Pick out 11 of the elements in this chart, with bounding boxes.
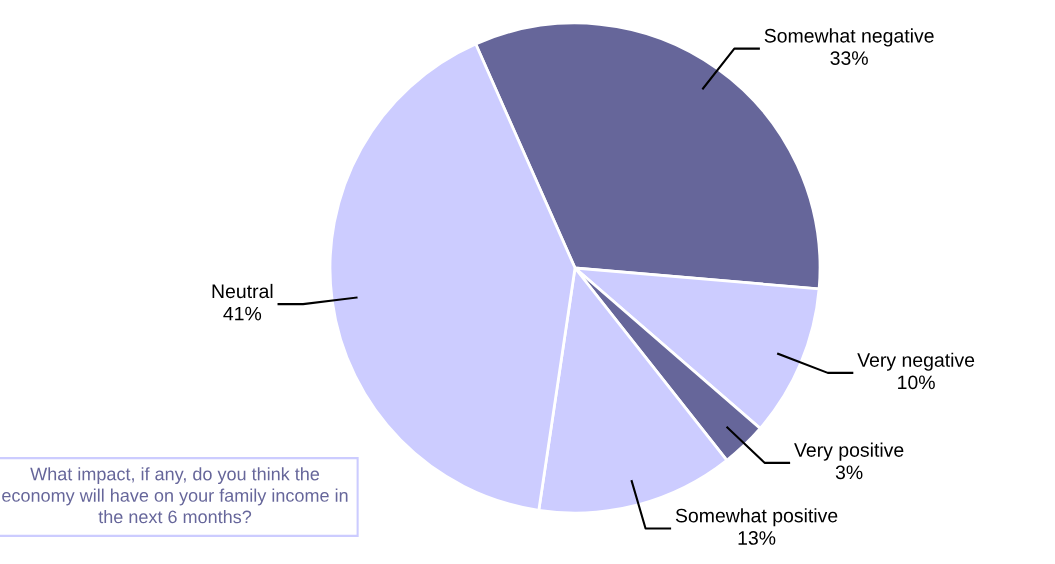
slice-label: Neutral [212, 283, 273, 299]
text: What impact, if any, do you think the economy will have on your family income in the next 6 months? [2, 467, 348, 524]
data-label: 41% [223, 306, 262, 321]
data-label: 10% [898, 375, 935, 390]
slice-label: Somewhat positive [675, 508, 838, 527]
data-label: 13% [738, 531, 776, 545]
data-label: 33% [830, 51, 868, 65]
slice-label: Very negative [857, 352, 975, 371]
data-label: 3% [835, 465, 863, 480]
slice-label: Somewhat negative [764, 28, 934, 47]
slice-label: Very positive [794, 442, 904, 461]
